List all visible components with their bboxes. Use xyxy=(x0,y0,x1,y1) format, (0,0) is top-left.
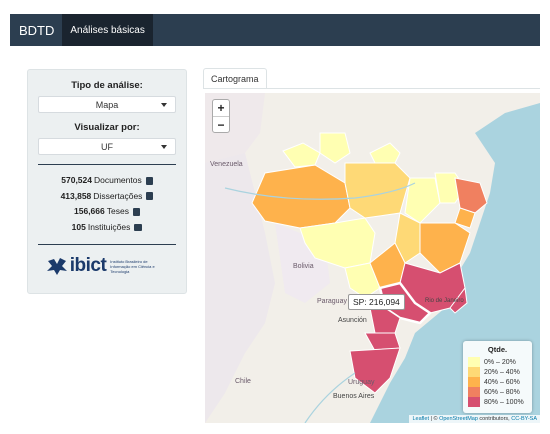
stat-dissertacoes: 413,858 Dissertações xyxy=(38,189,176,205)
label-bolivia: Bolivia xyxy=(293,263,314,270)
legend-label: 80% – 100% xyxy=(484,398,524,406)
dissertacoes-label: Dissertações xyxy=(93,190,143,201)
sidebar: Tipo de análise: Mapa Visualizar por: UF… xyxy=(27,69,187,294)
leaflet-link[interactable]: Leaflet xyxy=(412,416,429,422)
logo-text: ibict xyxy=(69,255,107,276)
label-chile: Chile xyxy=(235,378,251,385)
instituicoes-label: Instituições xyxy=(87,221,131,232)
legend-item: 0% – 20% xyxy=(468,357,527,367)
zoom-in-button[interactable]: + xyxy=(217,101,225,115)
ibict-logo-icon xyxy=(46,258,67,275)
tipo-analise-select[interactable]: Mapa xyxy=(38,96,176,113)
stat-instituicoes: 105 Instituições xyxy=(38,220,176,236)
logo-subtitle: Instituto Brasileiro de Informação em Ci… xyxy=(110,258,155,274)
legend-swatch xyxy=(468,377,480,387)
zoom-out-button[interactable]: − xyxy=(213,116,229,132)
documentos-count: 570,524 xyxy=(61,175,92,185)
tipo-analise-label: Tipo de análise: xyxy=(71,80,143,91)
license-link[interactable]: CC-BY-SA xyxy=(511,416,537,422)
label-venezuela: Venezuela xyxy=(210,161,243,168)
legend-item: 80% – 100% xyxy=(468,397,527,407)
documentos-label: Documentos xyxy=(94,175,142,185)
caret-down-icon xyxy=(161,103,167,107)
map[interactable]: + − Venezuela Bolivia Paraguay Asunción … xyxy=(205,93,540,423)
map-canvas[interactable] xyxy=(205,93,540,423)
legend-title: Qtde. xyxy=(487,345,508,354)
legend-swatch xyxy=(468,387,480,397)
legend-label: 0% – 20% xyxy=(484,358,516,366)
label-uruguay: Uruguay xyxy=(348,379,375,386)
osm-link[interactable]: OpenStreetMap xyxy=(439,416,478,422)
stat-documentos: 570,524 Documentos xyxy=(38,173,176,189)
tab-cartograma[interactable]: Cartograma xyxy=(203,68,267,88)
map-legend: Qtde. 0% – 20% 20% – 40% 40% – 60% 60% –… xyxy=(463,341,532,413)
label-rio-de-janeiro: Rio de Janeiro xyxy=(425,298,464,304)
database-icon xyxy=(145,176,153,185)
visualizar-select[interactable]: UF xyxy=(38,138,176,155)
navbar: BDTD Análises básicas xyxy=(10,14,540,46)
stat-teses: 156,666 Teses xyxy=(38,204,176,220)
legend-swatch xyxy=(468,357,480,367)
divider xyxy=(38,164,176,165)
tab-underline xyxy=(203,88,540,89)
brand-title[interactable]: BDTD xyxy=(19,22,55,38)
ibict-logo: ibict Instituto Brasileiro de Informação… xyxy=(38,255,176,277)
legend-swatch xyxy=(468,397,480,407)
attribution-contrib: contributors, xyxy=(477,416,512,422)
legend-item: 20% – 40% xyxy=(468,367,527,377)
teses-label: Teses xyxy=(106,206,129,216)
teses-count: 156,666 xyxy=(74,206,105,216)
legend-swatch xyxy=(468,367,480,377)
tipo-analise-value: Mapa xyxy=(95,99,119,110)
visualizar-label: Visualizar por: xyxy=(74,122,140,133)
map-attribution: Leaflet | © OpenStreetMap contributors, … xyxy=(409,415,540,423)
label-buenos-aires: Buenos Aires xyxy=(333,393,375,400)
map-tooltip: SP: 216,094 xyxy=(348,294,405,310)
caret-down-icon xyxy=(161,145,167,149)
legend-item: 40% – 60% xyxy=(468,377,527,387)
legend-label: 40% – 60% xyxy=(484,378,520,386)
legend-label: 20% – 40% xyxy=(484,368,520,376)
divider xyxy=(38,244,176,245)
university-icon xyxy=(134,223,143,231)
attribution-sep: | © xyxy=(428,416,440,422)
label-paraguay: Paraguay xyxy=(317,298,347,305)
instituicoes-count: 105 xyxy=(71,221,86,232)
tab-analises-basicas[interactable]: Análises básicas xyxy=(62,14,153,46)
legend-item: 60% – 80% xyxy=(468,387,527,397)
visualizar-value: UF xyxy=(101,141,113,152)
book-icon xyxy=(146,192,154,201)
zoom-control: + − xyxy=(212,99,230,133)
book-icon xyxy=(132,207,140,216)
legend-label: 60% – 80% xyxy=(484,388,520,396)
label-asuncion: Asunción xyxy=(338,317,367,324)
dissertacoes-count: 413,858 xyxy=(60,190,92,201)
